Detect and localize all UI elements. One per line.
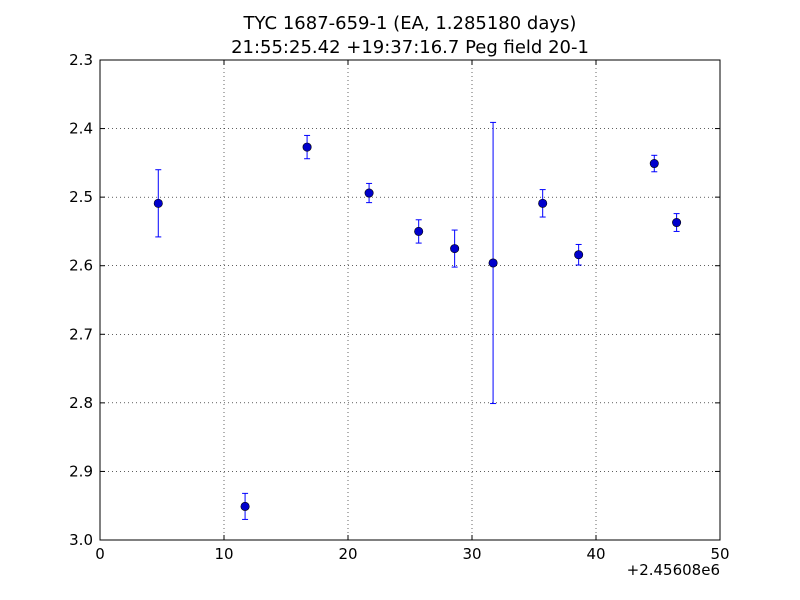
point-marker	[672, 218, 682, 228]
data-point	[240, 492, 250, 520]
chart-title-line2: 21:55:25.42 +19:37:16.7 Peg field 20-1	[231, 37, 589, 58]
data-point	[538, 189, 548, 218]
data-point	[672, 213, 682, 232]
data-point	[153, 169, 163, 238]
data-point	[364, 182, 374, 204]
point-marker	[649, 159, 659, 169]
point-marker	[414, 226, 424, 236]
y-tick-label: 3.0	[69, 531, 93, 549]
grid-lines	[100, 60, 720, 540]
y-tick-label: 2.3	[69, 51, 93, 69]
y-tick-label: 2.9	[69, 462, 93, 480]
x-tick-label: 0	[95, 545, 105, 563]
x-tick-label: 10	[214, 545, 233, 563]
y-tick-label: 2.4	[69, 120, 93, 138]
y-tick-label: 2.7	[69, 325, 93, 343]
point-marker	[488, 258, 498, 268]
data-point	[649, 154, 659, 173]
data-point	[574, 243, 584, 266]
data-point	[450, 229, 460, 268]
point-marker	[302, 142, 312, 152]
x-tick-label: 20	[338, 545, 357, 563]
point-marker	[450, 244, 460, 254]
point-marker	[364, 188, 374, 198]
data-points	[153, 121, 682, 520]
point-marker	[240, 501, 250, 511]
point-marker	[574, 250, 584, 260]
data-point	[414, 219, 424, 244]
x-axis-offset-label: +2.45608e6	[627, 561, 720, 579]
point-marker	[153, 198, 163, 208]
data-point	[488, 121, 498, 405]
y-tick-label: 2.8	[69, 394, 93, 412]
y-tick-label: 2.6	[69, 257, 93, 275]
x-axis-tick-labels: 0 10 20 30 40 50	[95, 545, 729, 563]
data-point	[302, 134, 312, 160]
plot-frame	[99, 59, 721, 541]
x-tick-label: 30	[462, 545, 481, 563]
y-axis-tick-labels: 2.3 2.4 2.5 2.6 2.7 2.8 2.9 3.0	[69, 51, 93, 549]
x-tick-label: 40	[586, 545, 605, 563]
y-tick-label: 2.5	[69, 188, 93, 206]
axis-ticks	[99, 59, 721, 541]
chart-title-line1: TYC 1687-659-1 (EA, 1.285180 days)	[243, 13, 577, 34]
x-tick-label: 50	[710, 545, 729, 563]
point-marker	[538, 198, 548, 208]
